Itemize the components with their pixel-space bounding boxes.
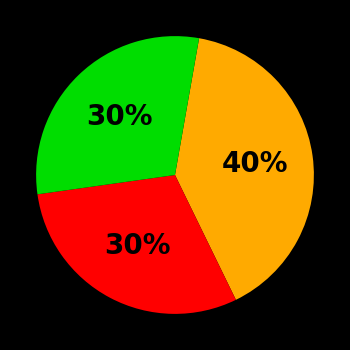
Text: 30%: 30% [86, 103, 152, 131]
Text: 30%: 30% [104, 232, 170, 260]
Wedge shape [36, 36, 199, 194]
Text: 40%: 40% [222, 150, 288, 178]
Wedge shape [175, 38, 314, 300]
Wedge shape [37, 175, 236, 314]
